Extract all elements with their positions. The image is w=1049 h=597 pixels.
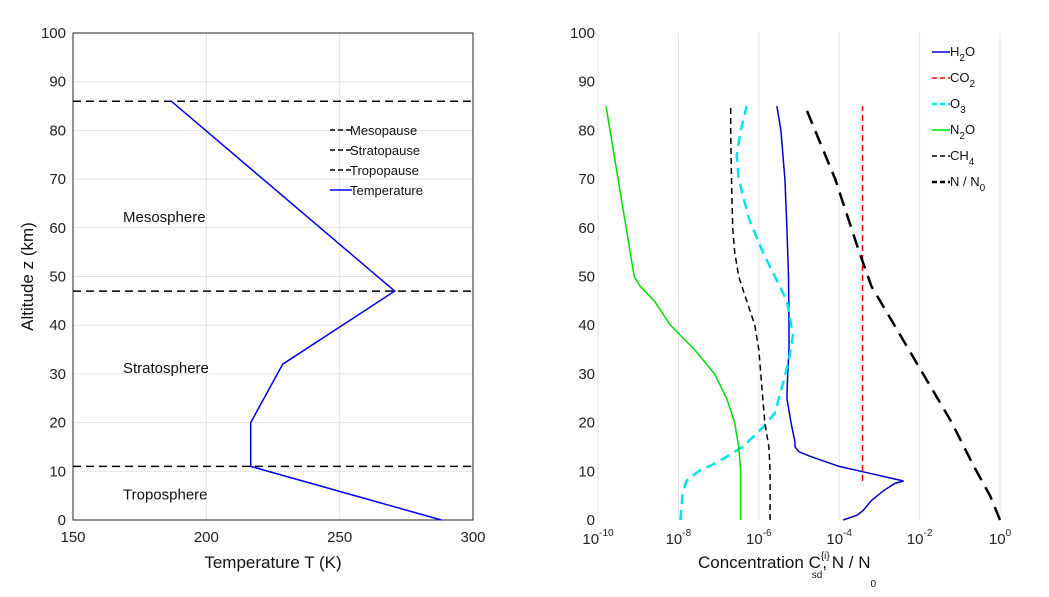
left-xtick-200: 200 xyxy=(194,529,219,546)
left-ytick-40: 40 xyxy=(49,317,66,334)
legend-sub: 2 xyxy=(959,53,965,64)
left-ytick-30: 30 xyxy=(49,366,66,383)
left-ytick-20: 20 xyxy=(49,415,66,432)
left-legend-label-stratopause: Stratopause xyxy=(350,143,420,158)
left-ytick-80: 80 xyxy=(49,122,66,139)
right-xtick-base: 10 xyxy=(826,531,843,548)
legend-base: CH xyxy=(950,148,969,163)
right-xtick-base: 10 xyxy=(746,531,763,548)
right-legend-label-ch4: CH4 xyxy=(950,148,975,168)
left-xtick-250: 250 xyxy=(327,529,352,546)
right-series-n2o xyxy=(605,105,742,520)
right-series-h2o xyxy=(776,105,904,521)
right-ytick-10: 10 xyxy=(578,463,595,480)
legend-base: O xyxy=(950,96,960,111)
left-legend-label-tropopause: Tropopause xyxy=(350,163,419,178)
left-legend-label-temperature: Temperature xyxy=(350,183,423,198)
right-ytick-0: 0 xyxy=(587,512,595,529)
left-ytick-90: 90 xyxy=(49,74,66,91)
right-xlabel: Concentration C{i} sd, N / N0 xyxy=(698,551,876,590)
legend-sub: 3 xyxy=(960,105,966,116)
left-ytick-10: 10 xyxy=(49,463,66,480)
left-xlabel: Temperature T (K) xyxy=(204,553,341,572)
right-ytick-90: 90 xyxy=(578,74,595,91)
right-xtick-base: 10 xyxy=(907,531,924,548)
legend-sub: 4 xyxy=(969,157,975,168)
left-xtick-300: 300 xyxy=(460,529,485,546)
legend-base: CO xyxy=(950,70,970,85)
legend-sub: 0 xyxy=(980,183,986,194)
left-xtick-150: 150 xyxy=(60,529,85,546)
right-xlabel-sub2: 0 xyxy=(870,579,876,590)
right-xtick-0: 10-10 xyxy=(582,528,614,548)
right-xtick-exp: -2 xyxy=(923,528,932,539)
right-xtick-base: 10 xyxy=(666,531,683,548)
legend-base: N / N xyxy=(950,174,980,189)
legend-base: N xyxy=(950,122,959,137)
right-xtick-exp: 0 xyxy=(1006,528,1012,539)
left-ylabel: Altitude z (km) xyxy=(18,222,37,331)
right-legend-label-h2o: H2O xyxy=(950,44,975,64)
right-xlabel-main: Concentration C xyxy=(698,553,821,572)
right-xlabel-sup: {i} xyxy=(821,551,831,562)
left-series-temperature xyxy=(170,100,442,521)
right-ytick-20: 20 xyxy=(578,415,595,432)
right-ytick-50: 50 xyxy=(578,269,595,286)
right-xtick-5: 100 xyxy=(989,528,1012,548)
left-ytick-50: 50 xyxy=(49,269,66,286)
right-xtick-4: 10-2 xyxy=(907,528,933,548)
legend-tail: O xyxy=(965,44,975,59)
right-legend-label-nn0: N / N0 xyxy=(950,174,986,194)
right-xtick-exp: -4 xyxy=(843,528,852,539)
right-xtick-1: 10-8 xyxy=(666,528,692,548)
right-xtick-exp: -10 xyxy=(599,528,614,539)
right-xtick-exp: -6 xyxy=(763,528,772,539)
legend-base: H xyxy=(950,44,959,59)
right-series-nn0 xyxy=(805,110,1002,521)
legend-sub: 2 xyxy=(959,131,965,142)
right-xtick-exp: -8 xyxy=(682,528,691,539)
right-xtick-3: 10-4 xyxy=(826,528,852,548)
right-series-o3 xyxy=(679,105,795,521)
right-xtick-base: 10 xyxy=(989,531,1006,548)
right-ytick-30: 30 xyxy=(578,366,595,383)
legend-tail: O xyxy=(965,122,975,137)
right-ytick-60: 60 xyxy=(578,220,595,237)
right-legend-label-co2: CO2 xyxy=(950,70,976,90)
left-annotation-stratosphere: Stratosphere xyxy=(123,360,209,377)
right-xtick-2: 10-6 xyxy=(746,528,772,548)
left-plot-frame xyxy=(72,32,474,521)
right-legend-label-n2o: N2O xyxy=(950,122,975,142)
right-xlabel-mid: , N / N xyxy=(822,553,870,572)
legend-sub: 2 xyxy=(970,79,976,90)
right-ytick-70: 70 xyxy=(578,171,595,188)
right-ytick-100: 100 xyxy=(570,25,595,42)
left-ytick-100: 100 xyxy=(41,25,66,42)
left-annotation-mesosphere: Mesosphere xyxy=(123,209,206,226)
left-legend-label-mesopause: Mesopause xyxy=(350,123,417,138)
left-ytick-60: 60 xyxy=(49,220,66,237)
left-annotation-troposphere: Troposphere xyxy=(123,487,208,504)
right-xtick-base: 10 xyxy=(582,531,599,548)
right-ytick-40: 40 xyxy=(578,317,595,334)
left-ytick-70: 70 xyxy=(49,171,66,188)
right-legend-label-o3: O3 xyxy=(950,96,966,116)
right-xlabel-sub: sd xyxy=(812,570,823,581)
left-ytick-0: 0 xyxy=(58,512,66,529)
right-ytick-80: 80 xyxy=(578,122,595,139)
